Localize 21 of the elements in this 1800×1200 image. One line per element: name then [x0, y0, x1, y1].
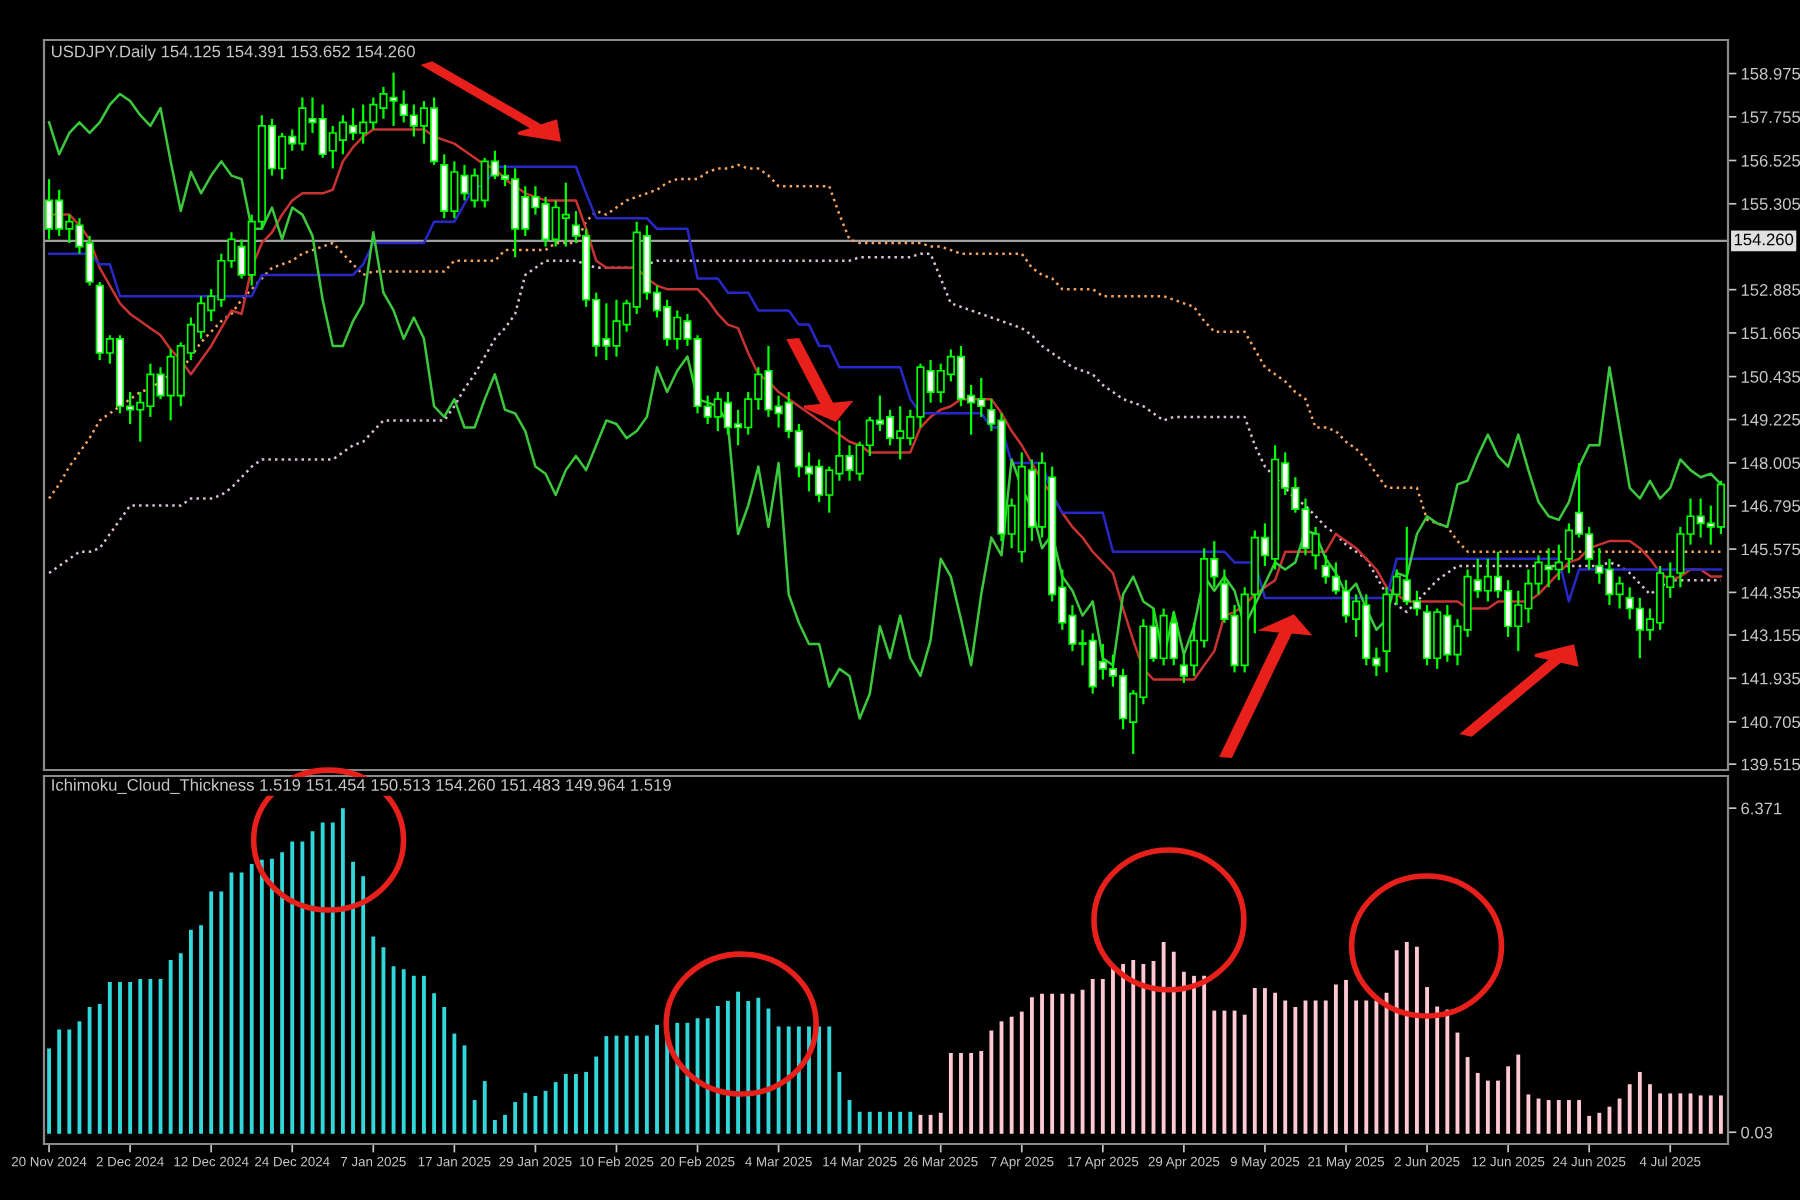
y-tick-label: 140.705	[1741, 716, 1800, 729]
y-tick-label: 0.03	[1741, 1126, 1773, 1139]
y-tick-label: 146.795	[1741, 500, 1800, 512]
y-tick-label: 155.305	[1741, 198, 1800, 210]
y-tick-label: 149.225	[1741, 413, 1800, 426]
y-tick-label: 141.935	[1741, 672, 1800, 685]
y-tick-label: 156.525	[1741, 154, 1800, 167]
y-tick-label: 151.665	[1741, 327, 1800, 340]
chart-title: USDJPY.Daily 154.125 154.391 153.652 154.260	[52, 45, 415, 61]
y-tick-label: 6.371	[1741, 802, 1782, 815]
ref-line-label: 154.260	[1734, 233, 1794, 246]
y-tick-label: 144.355	[1741, 586, 1800, 599]
y-tick-label: 143.155	[1741, 629, 1800, 642]
y-tick-label: 148.005	[1741, 457, 1800, 470]
y-tick-label: 157.755	[1741, 111, 1800, 124]
y-tick-label: 152.885	[1741, 284, 1800, 296]
y-tick-label: 150.435	[1741, 371, 1800, 383]
y-tick-label: 158.975	[1741, 67, 1800, 80]
y-tick-label: 139.515	[1741, 758, 1800, 771]
y-tick-label: 145.575	[1741, 543, 1800, 556]
chart-title: Ichimoku_Cloud_Thickness 1.519 151.454 150.513 154.260 151.483 149.964 1.519	[52, 778, 671, 794]
